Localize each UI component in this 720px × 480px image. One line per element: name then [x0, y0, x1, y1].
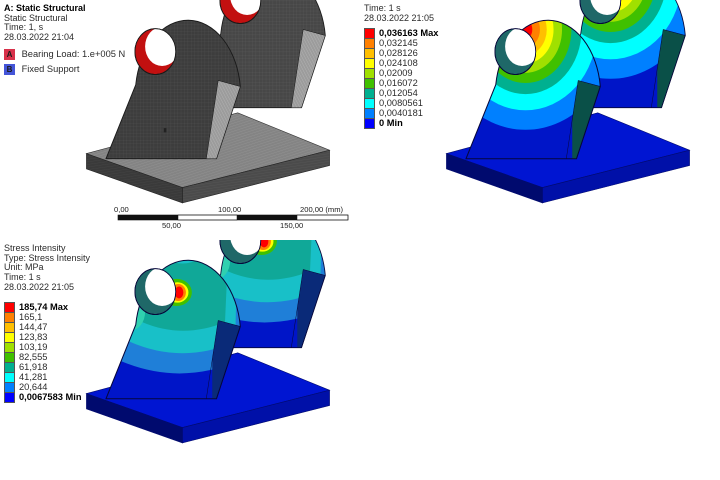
svg-text:50,00: 50,00 [162, 221, 181, 230]
svg-text:100,00: 100,00 [218, 205, 241, 214]
svg-text:150,00: 150,00 [280, 221, 303, 230]
svg-text:200,00 (mm): 200,00 (mm) [300, 205, 344, 214]
svg-text:0,00: 0,00 [114, 205, 129, 214]
